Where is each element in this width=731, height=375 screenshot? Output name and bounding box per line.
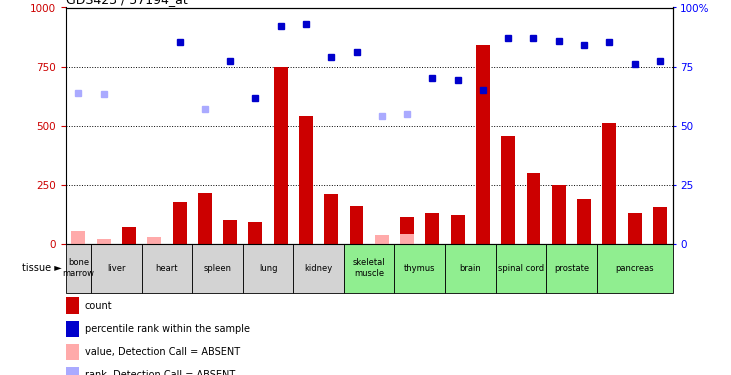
- Bar: [445, 244, 496, 292]
- Bar: [546, 244, 596, 292]
- Text: brain: brain: [459, 264, 481, 273]
- Bar: [293, 244, 344, 292]
- Bar: [142, 244, 192, 292]
- Bar: [653, 207, 667, 244]
- Bar: [451, 215, 465, 244]
- Bar: [476, 45, 490, 244]
- Bar: [501, 136, 515, 244]
- Bar: [526, 173, 540, 244]
- Bar: [349, 206, 363, 244]
- Text: lung: lung: [259, 264, 277, 273]
- Text: spinal cord: spinal cord: [498, 264, 544, 273]
- Bar: [72, 231, 86, 244]
- Text: liver: liver: [107, 264, 126, 273]
- Bar: [602, 123, 616, 244]
- Text: percentile rank within the sample: percentile rank within the sample: [85, 324, 250, 334]
- Text: spleen: spleen: [203, 264, 232, 273]
- Bar: [375, 236, 389, 244]
- Bar: [66, 244, 91, 292]
- Bar: [249, 222, 262, 244]
- Bar: [192, 244, 243, 292]
- Bar: [96, 239, 110, 244]
- Text: GDS423 / 57194_at: GDS423 / 57194_at: [66, 0, 188, 6]
- Bar: [91, 244, 142, 292]
- Bar: [173, 202, 186, 244]
- Bar: [552, 185, 566, 244]
- Bar: [273, 67, 287, 244]
- Text: value, Detection Call = ABSENT: value, Detection Call = ABSENT: [85, 347, 240, 357]
- Bar: [223, 220, 237, 244]
- Bar: [66, 367, 79, 375]
- Text: prostate: prostate: [554, 264, 589, 273]
- Bar: [400, 234, 414, 244]
- Bar: [375, 235, 389, 244]
- Text: skeletal
muscle: skeletal muscle: [353, 258, 385, 278]
- Bar: [66, 297, 79, 314]
- Bar: [344, 244, 395, 292]
- Bar: [496, 244, 546, 292]
- Bar: [596, 244, 673, 292]
- Bar: [148, 238, 162, 244]
- Bar: [400, 217, 414, 244]
- Bar: [148, 237, 162, 244]
- Text: kidney: kidney: [305, 264, 333, 273]
- Bar: [395, 244, 445, 292]
- Text: bone
marrow: bone marrow: [62, 258, 94, 278]
- Bar: [628, 213, 642, 244]
- Bar: [325, 194, 338, 244]
- Bar: [66, 321, 79, 337]
- Bar: [299, 116, 313, 244]
- Bar: [122, 227, 136, 244]
- Bar: [198, 193, 212, 244]
- Bar: [66, 344, 79, 360]
- Bar: [72, 232, 86, 244]
- Text: rank, Detection Call = ABSENT: rank, Detection Call = ABSENT: [85, 370, 235, 375]
- Bar: [96, 238, 110, 244]
- Text: pancreas: pancreas: [616, 264, 654, 273]
- Text: thymus: thymus: [404, 264, 436, 273]
- Bar: [425, 213, 439, 244]
- Text: heart: heart: [156, 264, 178, 273]
- Text: count: count: [85, 301, 113, 311]
- Bar: [243, 244, 293, 292]
- Text: tissue ►: tissue ►: [23, 263, 62, 273]
- Bar: [577, 199, 591, 244]
